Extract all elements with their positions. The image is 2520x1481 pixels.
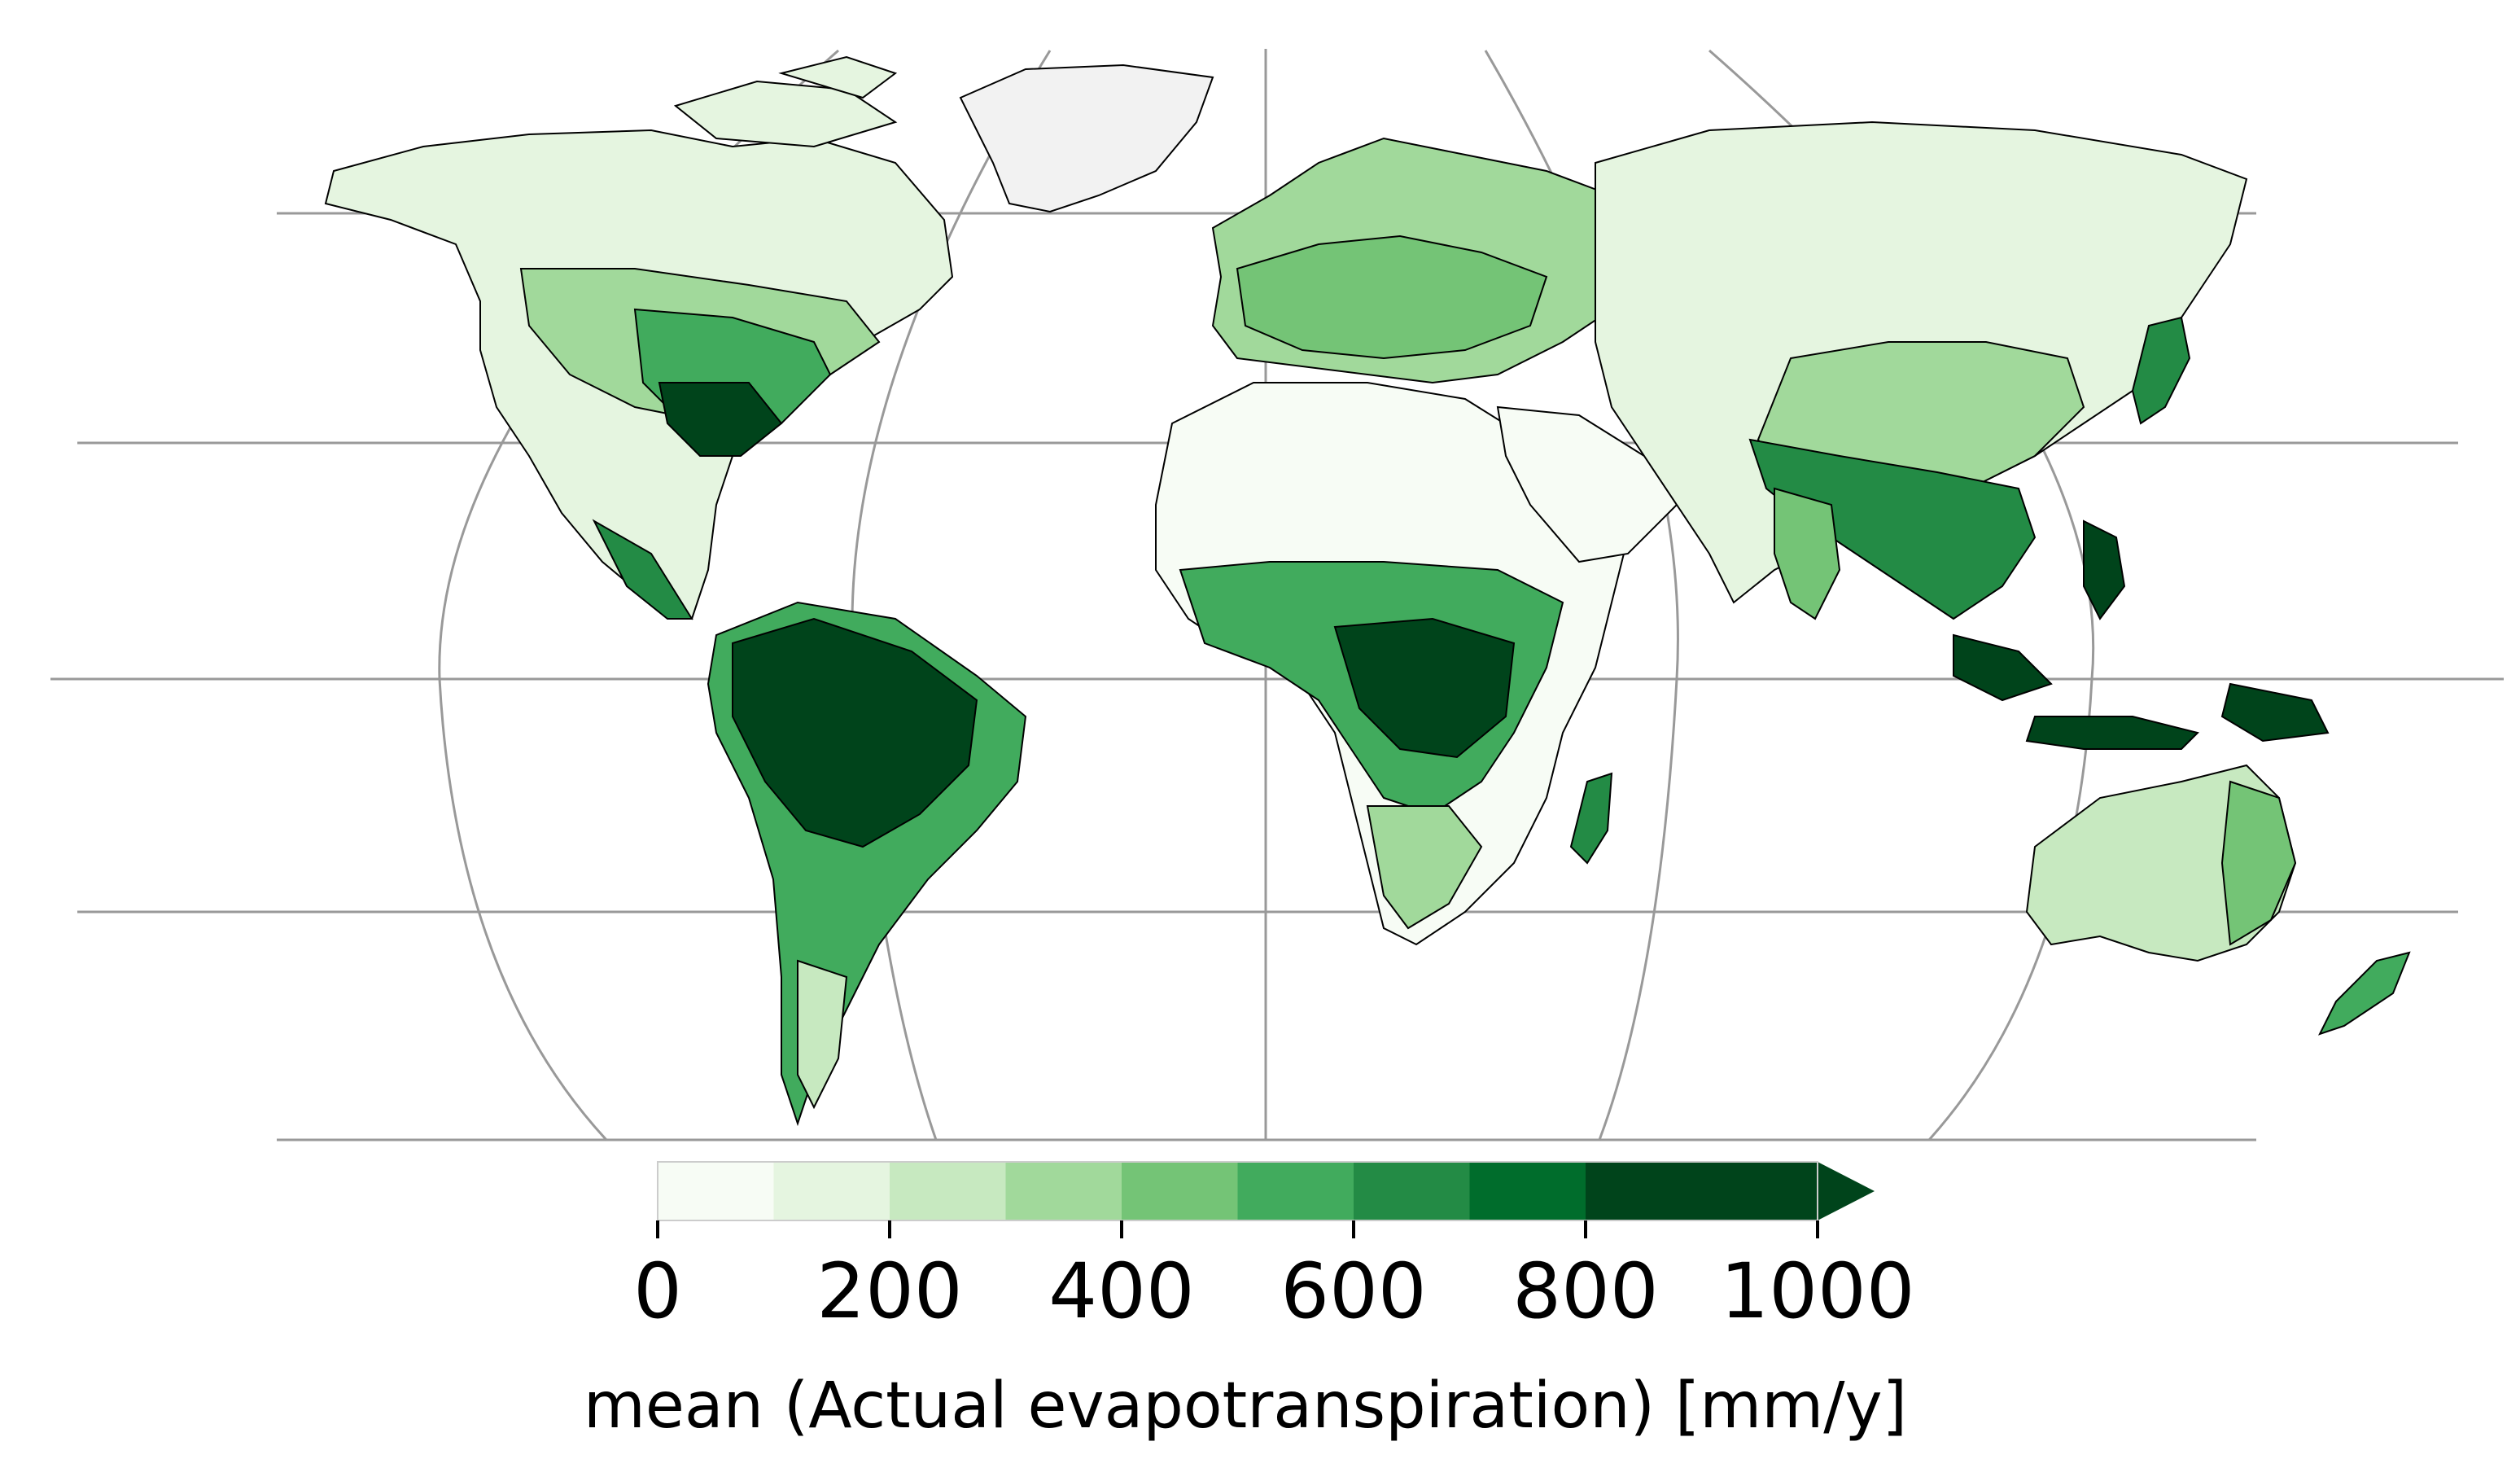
land-madagascar [1569,772,1613,865]
land-arabia [1496,405,1678,563]
colorbar-swatch [1237,1162,1354,1220]
colorbar-ticks [656,1220,1819,1238]
tick-label-200: 200 [816,1247,963,1336]
land-south-america [707,601,1027,1127]
colorbar-swatch [1354,1162,1470,1220]
colorbar-swatch [1005,1162,1122,1220]
colorbar-label: mean (Actual evapotranspiration) [mm/y] [583,1369,1908,1443]
colorbar-swatch [1469,1162,1586,1220]
land-australia [2025,764,2297,962]
land-masses [324,55,2411,1127]
colorbar [657,1161,1875,1221]
land-arctic-islands [673,55,898,148]
colorbar-swatch [890,1162,1006,1220]
colorbar-swatch [1122,1162,1238,1220]
colorbar-extend-arrow [1818,1162,1875,1220]
land-japan [2131,316,2191,425]
land-greenland [959,64,1214,213]
land-southeast-asia [1953,519,2330,750]
tick-label-800: 800 [1512,1247,1659,1336]
colorbar-outline [657,1161,1818,1221]
colorbar-swatch [1701,1162,1818,1220]
land-europe [1211,137,1630,384]
tick-label-400: 400 [1048,1247,1195,1336]
colorbar-swatch [658,1162,774,1220]
colorbar-swatch [773,1162,890,1220]
land-africa [1155,382,1630,946]
tick-label-0: 0 [633,1247,682,1336]
land-asia [1595,120,2248,620]
land-north-america [324,129,954,620]
land-new-zealand [2318,951,2411,1036]
colorbar-swatch [1586,1162,1702,1220]
tick-label-1000: 1000 [1720,1247,1915,1336]
tick-label-600: 600 [1280,1247,1427,1336]
